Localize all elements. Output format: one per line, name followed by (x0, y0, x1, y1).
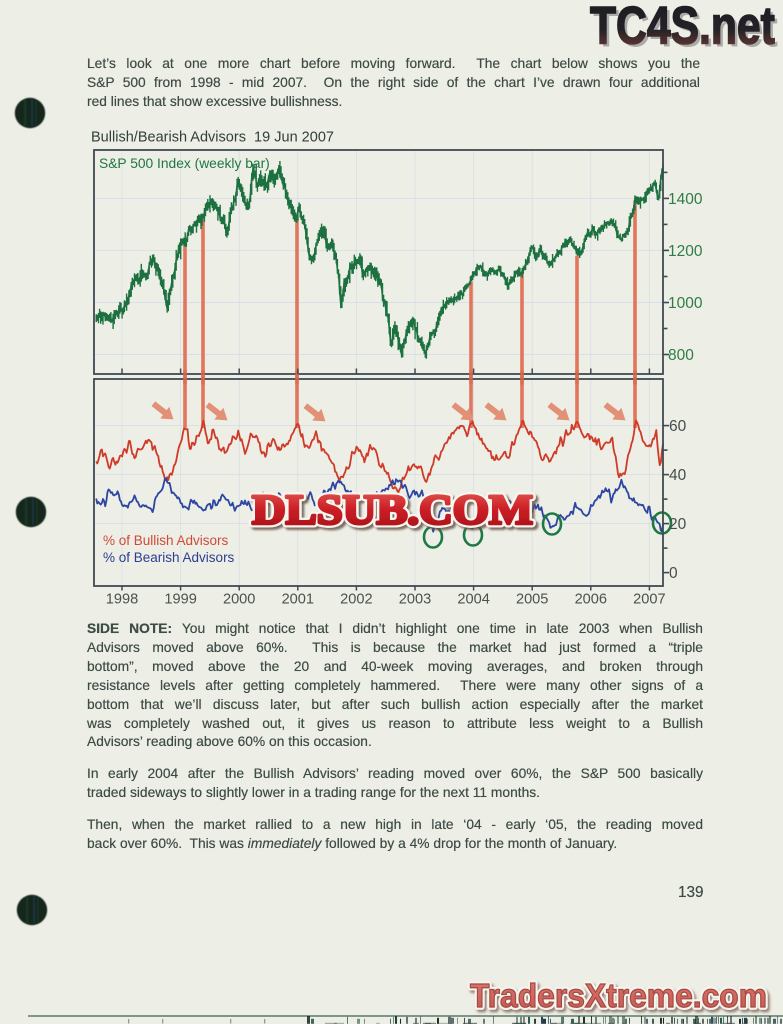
svg-text:TradersXtreme.com: TradersXtreme.com (470, 978, 767, 1015)
svg-text:2007: 2007 (633, 592, 665, 608)
svg-text:1400: 1400 (668, 191, 703, 208)
svg-text:% of Bearish Advisors: % of Bearish Advisors (103, 550, 235, 565)
svg-text:DLSUB.COM: DLSUB.COM (252, 488, 533, 534)
svg-text:60: 60 (669, 418, 687, 435)
svg-text:TC4S.net: TC4S.net (590, 0, 775, 56)
svg-text:2005: 2005 (516, 592, 548, 608)
svg-text:2006: 2006 (575, 592, 607, 608)
svg-text:DLSUB.COM: DLSUB.COM (252, 488, 533, 534)
svg-text:1000: 1000 (668, 295, 703, 312)
svg-text:2003: 2003 (399, 592, 431, 608)
svg-text:800: 800 (668, 347, 694, 364)
svg-text:TradersXtreme.com: TradersXtreme.com (470, 978, 767, 1015)
svg-text:2000: 2000 (223, 592, 255, 608)
svg-text:TC4S.net: TC4S.net (593, 0, 778, 59)
svg-text:40: 40 (669, 467, 687, 484)
svg-text:1998: 1998 (106, 592, 138, 608)
svg-text:% of Bullish Advisors: % of Bullish Advisors (103, 533, 229, 548)
svg-text:2004: 2004 (457, 592, 489, 608)
svg-text:2001: 2001 (282, 592, 314, 608)
svg-text:S&P 500 Index (weekly bar): S&P 500 Index (weekly bar) (99, 156, 270, 171)
svg-text:1999: 1999 (164, 592, 196, 608)
svg-text:20: 20 (669, 516, 687, 533)
svg-text:Bullish/Bearish Advisors 19 J: Bullish/Bearish Advisors 19 Jun 2007 (91, 130, 334, 146)
svg-text:0: 0 (669, 565, 678, 582)
svg-text:2002: 2002 (340, 592, 372, 608)
svg-text:1200: 1200 (668, 243, 703, 260)
